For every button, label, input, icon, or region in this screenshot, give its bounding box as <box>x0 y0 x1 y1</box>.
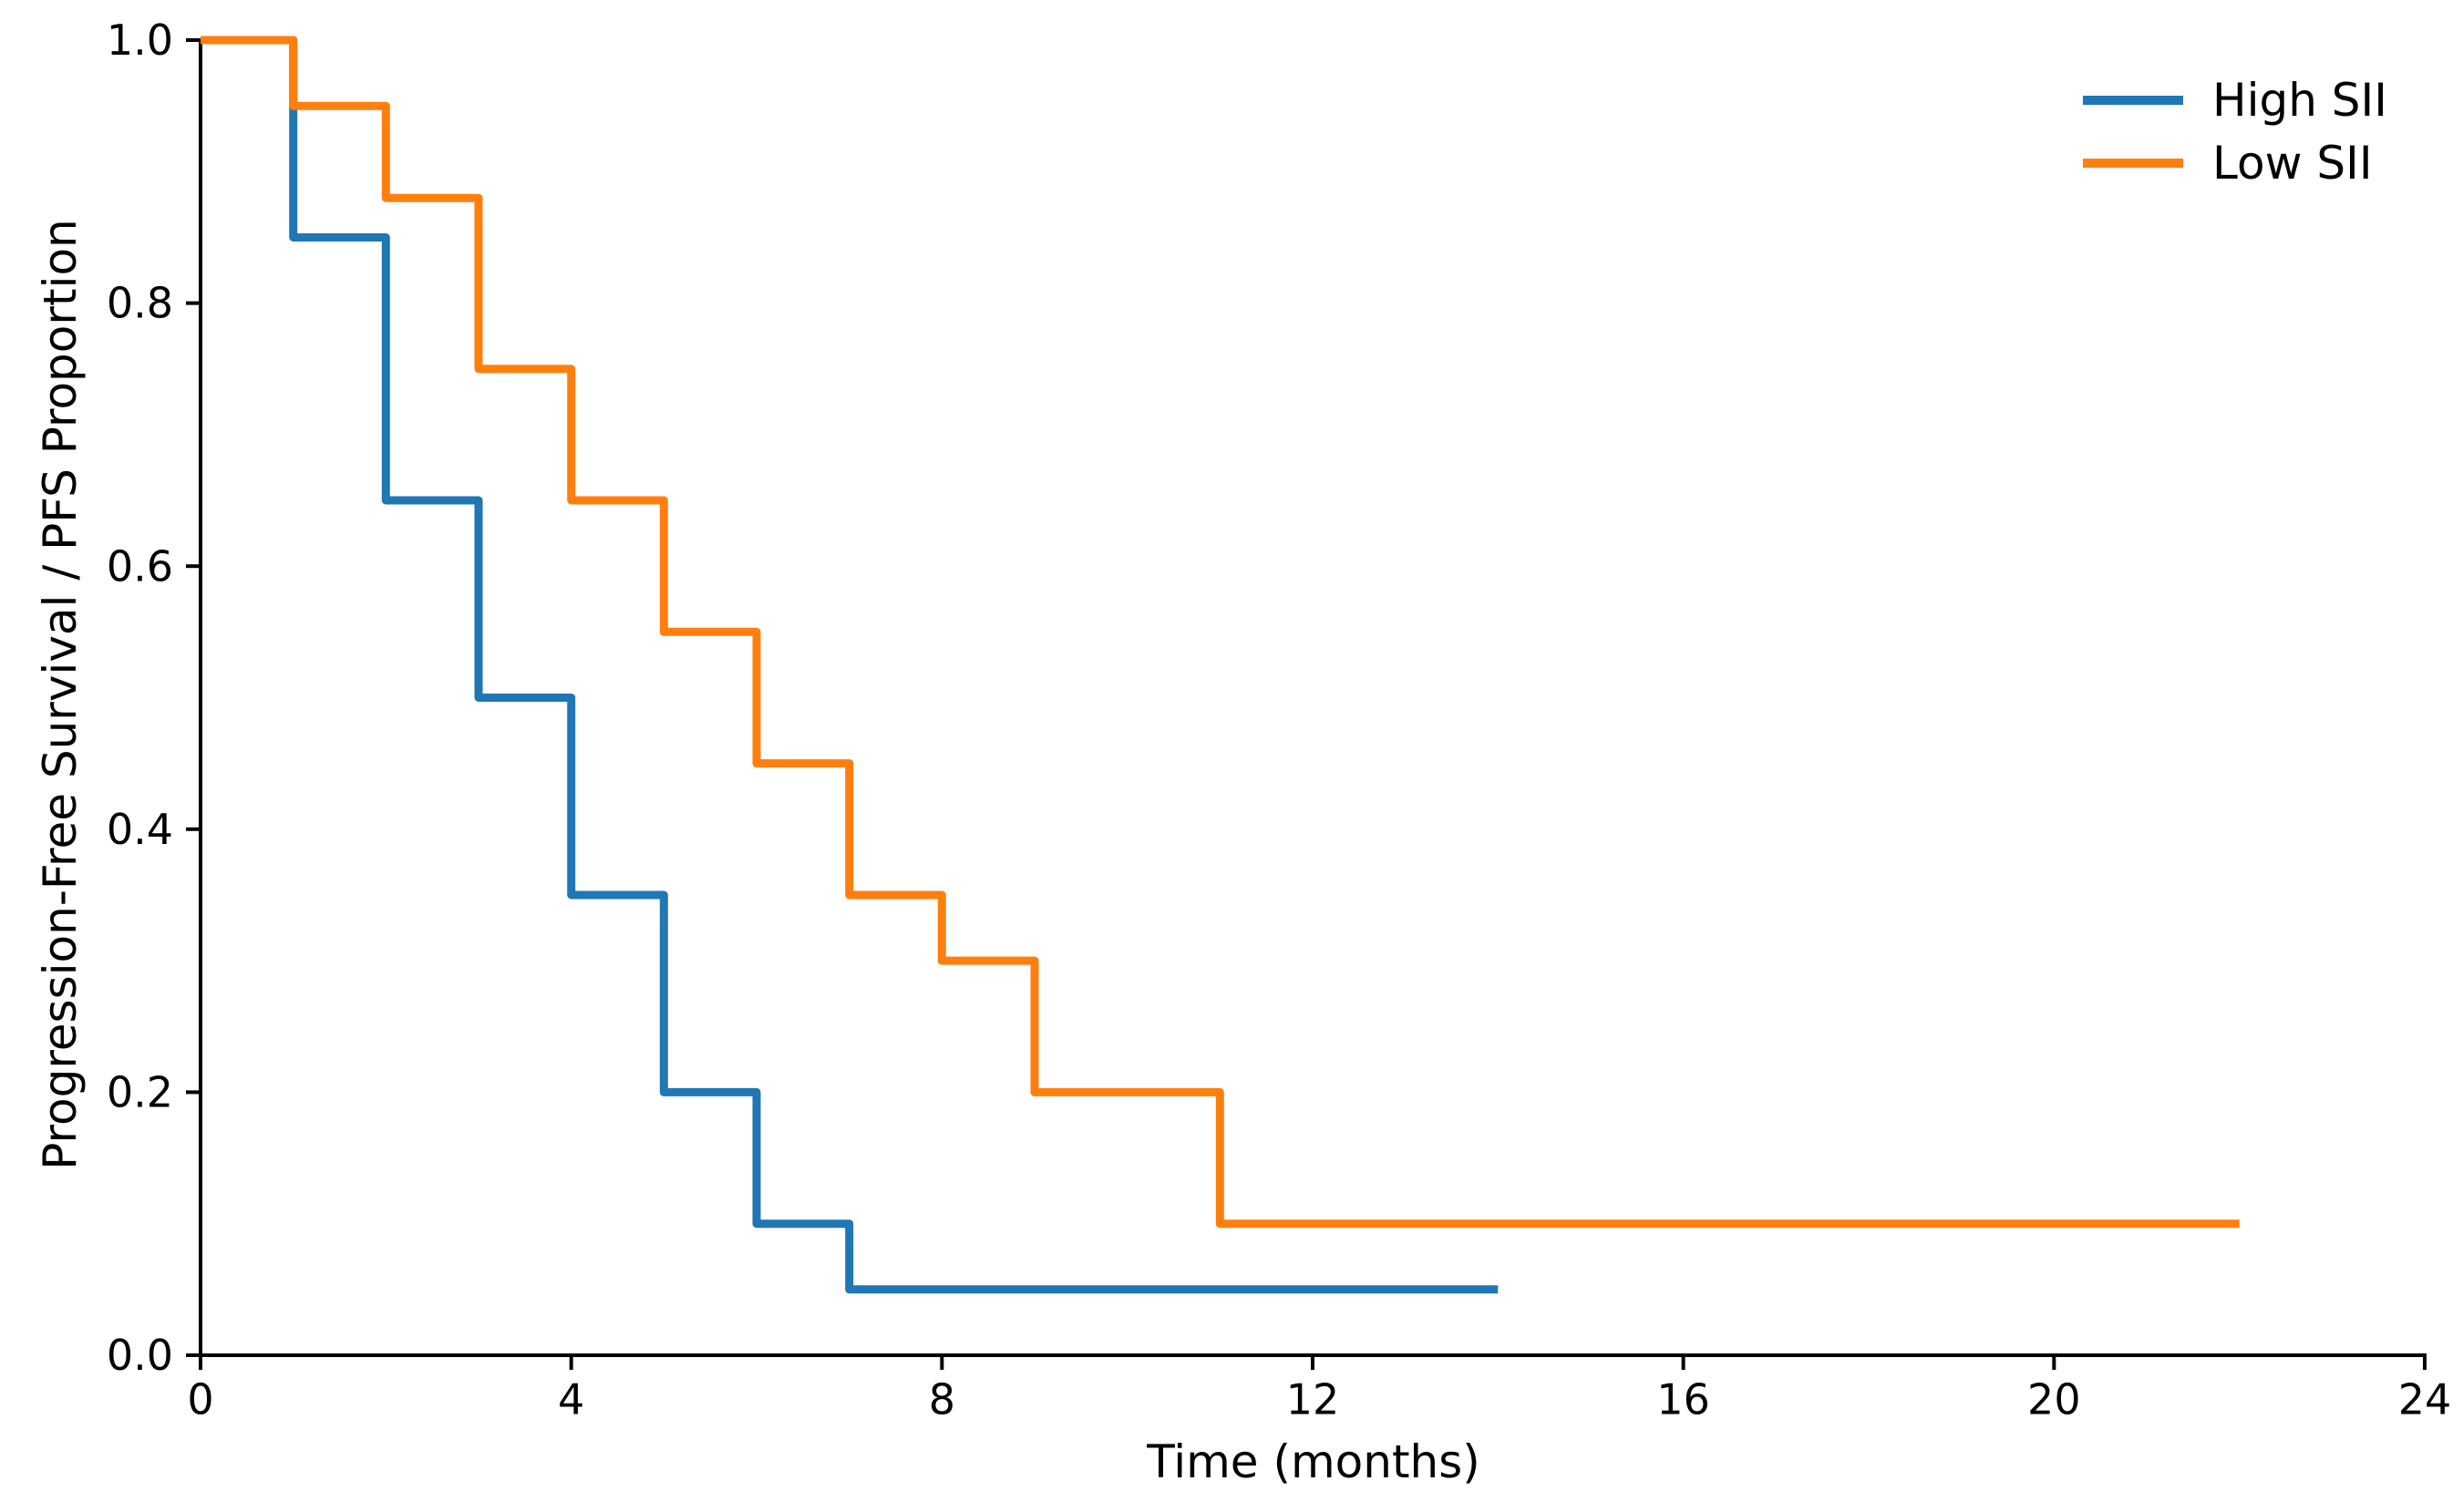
legend-item-high-sii: High SII <box>2083 77 2387 124</box>
legend-line-high-sii <box>2083 96 2183 105</box>
legend: High SII Low SII <box>2083 77 2387 187</box>
x-tick-label: 0 <box>187 1374 213 1424</box>
legend-label-high-sii: High SII <box>2212 74 2388 127</box>
x-tick-label: 4 <box>558 1374 584 1424</box>
x-tick-label: 16 <box>1656 1374 1710 1424</box>
y-tick-label: 0.0 <box>107 1331 173 1380</box>
y-tick-label: 0.4 <box>107 805 173 854</box>
y-tick-label: 0.2 <box>107 1068 173 1117</box>
legend-label-low-sii: Low SII <box>2212 137 2373 190</box>
x-tick-label: 8 <box>929 1374 955 1424</box>
y-tick-label: 1.0 <box>107 15 173 65</box>
series-line-low-sii <box>201 36 2240 1229</box>
x-tick-label: 20 <box>2027 1374 2081 1424</box>
y-tick-label: 0.8 <box>107 279 173 328</box>
y-axis-title: Progression-Free Survival / PFS Proporti… <box>34 219 87 1170</box>
x-axis-title: Time (months) <box>1147 1435 1480 1488</box>
legend-line-low-sii <box>2083 159 2183 168</box>
x-tick-label: 12 <box>1286 1374 1340 1424</box>
y-tick-label: 0.6 <box>107 541 173 591</box>
x-tick-label: 24 <box>2398 1374 2452 1424</box>
legend-item-low-sii: Low SII <box>2083 139 2387 187</box>
series-line-high-sii <box>201 36 1499 1294</box>
